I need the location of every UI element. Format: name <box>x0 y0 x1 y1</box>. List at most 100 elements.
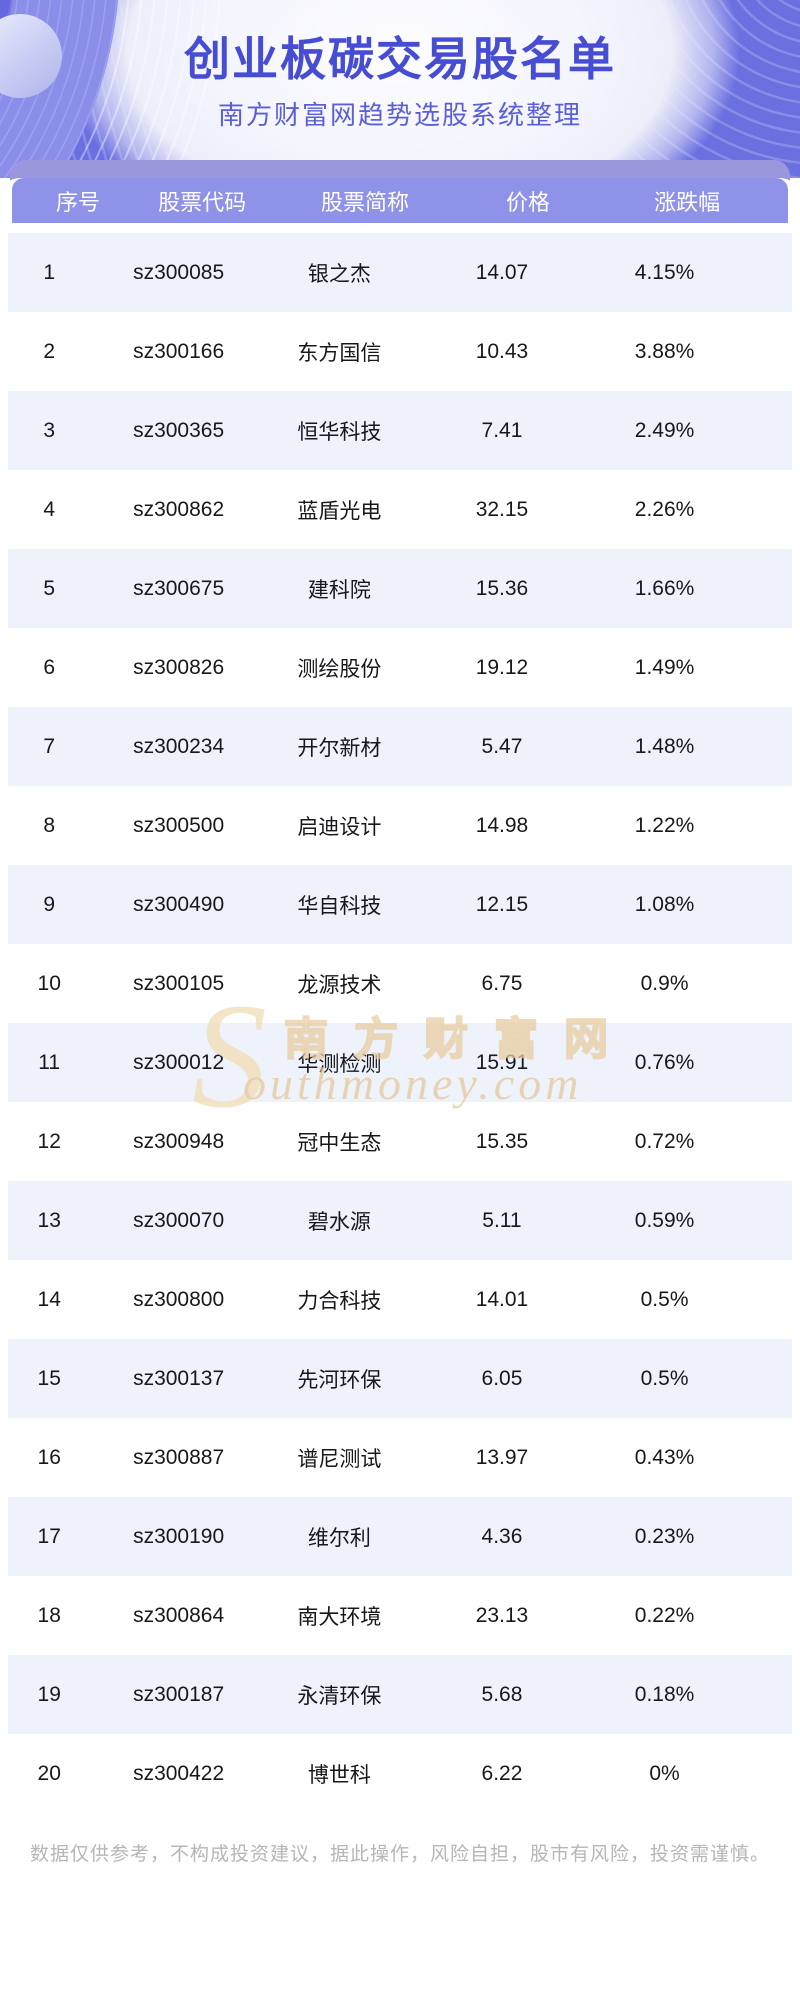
table-row: 10 sz300105 龙源技术 6.75 0.9% <box>8 944 792 1023</box>
cell-code: sz300070 <box>133 1208 225 1232</box>
cell-price: 7.41 <box>481 418 523 442</box>
cell-name: 启迪设计 <box>297 815 382 839</box>
cell-name: 博世科 <box>307 1763 371 1787</box>
cell-code: sz300187 <box>133 1682 225 1706</box>
cell-price: 23.13 <box>475 1603 529 1627</box>
cell-code: sz300887 <box>133 1445 225 1469</box>
cell-price: 6.75 <box>481 971 523 995</box>
cell-name: 华测检测 <box>297 1052 382 1076</box>
table-row: 9 sz300490 华自科技 12.15 1.08% <box>8 865 792 944</box>
table-row: 18 sz300864 南大环境 23.13 0.22% <box>8 1576 792 1655</box>
cell-index: 12 <box>37 1129 61 1153</box>
cell-code: sz300166 <box>133 339 225 363</box>
table-card: 序号 股票代码 股票简称 价格 涨跌幅 1 sz300085 银之杰 14.07 4.1… <box>0 178 800 1813</box>
disclaimer-text: 数据仅供参考，不构成投资建议，据此操作，风险自担，股市有风险，投资需谨慎。 <box>29 1844 770 1865</box>
table-row: 11 sz300012 华测检测 15.91 0.76% <box>8 1023 792 1102</box>
cell-change: 0.76% <box>634 1050 695 1074</box>
cell-index: 10 <box>37 971 61 995</box>
cell-index: 6 <box>43 655 56 679</box>
cell-name: 东方国信 <box>297 341 382 365</box>
cell-change: 0.23% <box>634 1524 695 1548</box>
cell-code: sz300137 <box>133 1366 225 1390</box>
cell-price: 14.07 <box>475 260 529 284</box>
cell-price: 15.36 <box>475 576 529 600</box>
banner-art <box>0 0 800 178</box>
cell-code: sz300085 <box>133 260 225 284</box>
cell-change: 2.49% <box>634 418 695 442</box>
cell-price: 5.68 <box>481 1682 523 1706</box>
table-row: 20 sz300422 博世科 6.22 0% <box>8 1734 792 1813</box>
cell-name: 开尔新材 <box>297 736 382 760</box>
cell-name: 恒华科技 <box>297 420 382 444</box>
cell-price: 5.11 <box>482 1208 522 1232</box>
cell-price: 14.98 <box>475 813 529 837</box>
cell-change: 1.66% <box>634 576 695 600</box>
cell-change: 0.5% <box>640 1287 689 1311</box>
table-header-row: 序号 股票代码 股票简称 价格 涨跌幅 <box>12 178 788 223</box>
table-row: 16 sz300887 谱尼测试 13.97 0.43% <box>8 1418 792 1497</box>
cell-change: 0.72% <box>634 1129 695 1153</box>
cell-change: 0.59% <box>634 1208 695 1232</box>
banner-text: 创业板碳交易股名单 南方财富网趋势选股系统整理 <box>0 0 800 178</box>
cell-index: 2 <box>43 339 56 363</box>
table-row: 2 sz300166 东方国信 10.43 3.88% <box>8 312 792 391</box>
cell-index: 9 <box>43 892 56 916</box>
cell-name: 华自科技 <box>297 894 382 918</box>
cell-code: sz300012 <box>133 1050 225 1074</box>
cell-price: 19.12 <box>475 655 529 679</box>
cell-name: 先河环保 <box>297 1368 382 1392</box>
cell-index: 3 <box>43 418 56 442</box>
cell-code: sz300365 <box>133 418 225 442</box>
cell-change: 3.88% <box>634 339 695 363</box>
cell-name: 冠中生态 <box>297 1131 382 1155</box>
cell-change: 0% <box>649 1761 680 1785</box>
table-row: 6 sz300826 测绘股份 19.12 1.49% <box>8 628 792 707</box>
table-row: 3 sz300365 恒华科技 7.41 2.49% <box>8 391 792 470</box>
cell-code: sz300675 <box>133 576 225 600</box>
cell-code: sz300800 <box>133 1287 225 1311</box>
table-row: 19 sz300187 永清环保 5.68 0.18% <box>8 1655 792 1734</box>
banner-light-blob-decoration <box>60 0 740 178</box>
cell-change: 0.5% <box>640 1366 689 1390</box>
cell-index: 16 <box>37 1445 61 1469</box>
cell-price: 12.15 <box>475 892 529 916</box>
cell-change: 2.26% <box>634 497 695 521</box>
table-row: 5 sz300675 建科院 15.36 1.66% <box>8 549 792 628</box>
table-row: 17 sz300190 维尔利 4.36 0.23% <box>8 1497 792 1576</box>
cell-index: 18 <box>37 1603 61 1627</box>
cell-price: 4.36 <box>481 1524 523 1548</box>
cell-price: 6.22 <box>481 1761 523 1785</box>
table-row: 8 sz300500 启迪设计 14.98 1.22% <box>8 786 792 865</box>
cell-code: sz300422 <box>133 1761 225 1785</box>
cell-index: 4 <box>43 497 56 521</box>
cell-name: 永清环保 <box>297 1684 382 1708</box>
cell-name: 银之杰 <box>307 262 371 286</box>
cell-name: 测绘股份 <box>297 657 382 681</box>
cell-name: 维尔利 <box>307 1526 371 1550</box>
column-header-change: 涨跌幅 <box>654 189 721 215</box>
cell-code: sz300862 <box>133 497 225 521</box>
table-row: 14 sz300800 力合科技 14.01 0.5% <box>8 1260 792 1339</box>
cell-change: 0.9% <box>640 971 689 995</box>
table-row: 4 sz300862 蓝盾光电 32.15 2.26% <box>8 470 792 549</box>
cell-code: sz300864 <box>133 1603 225 1627</box>
cell-index: 14 <box>37 1287 61 1311</box>
cell-price: 14.01 <box>475 1287 529 1311</box>
cell-code: sz300948 <box>133 1129 225 1153</box>
table-body: 1 sz300085 银之杰 14.07 4.15% 2 sz300166 东方国信 10.43… <box>8 233 792 1813</box>
cell-name: 建科院 <box>307 578 371 602</box>
cell-change: 0.43% <box>634 1445 695 1469</box>
cell-change: 0.22% <box>634 1603 695 1627</box>
cell-index: 1 <box>43 260 56 284</box>
cell-code: sz300190 <box>133 1524 225 1548</box>
cell-code: sz300105 <box>133 971 225 995</box>
cell-change: 0.18% <box>634 1682 695 1706</box>
cell-price: 10.43 <box>475 339 529 363</box>
cell-name: 力合科技 <box>297 1289 382 1313</box>
cell-name: 南大环境 <box>297 1605 382 1629</box>
column-header-index: 序号 <box>55 189 100 215</box>
cell-code: sz300234 <box>133 734 225 758</box>
table-row: 1 sz300085 银之杰 14.07 4.15% <box>8 233 792 312</box>
cell-code: sz300826 <box>133 655 225 679</box>
